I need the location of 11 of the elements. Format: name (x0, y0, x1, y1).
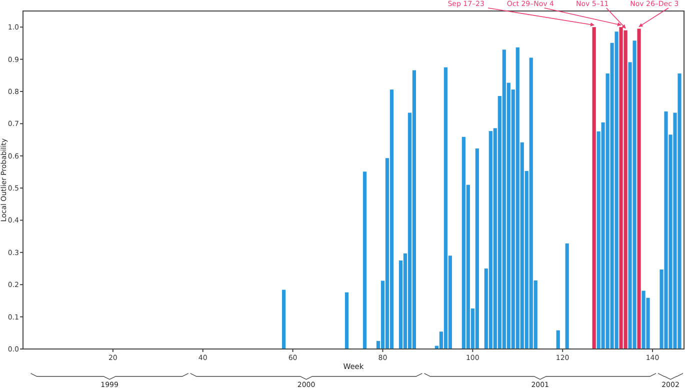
bar (412, 70, 416, 349)
bar (565, 243, 569, 349)
bar (475, 148, 479, 349)
bar (637, 28, 641, 349)
bar (556, 330, 560, 349)
bar (362, 172, 367, 349)
bar (614, 32, 618, 349)
bar (592, 27, 596, 349)
bar (282, 290, 286, 349)
bar (390, 90, 394, 349)
bar (344, 292, 349, 349)
